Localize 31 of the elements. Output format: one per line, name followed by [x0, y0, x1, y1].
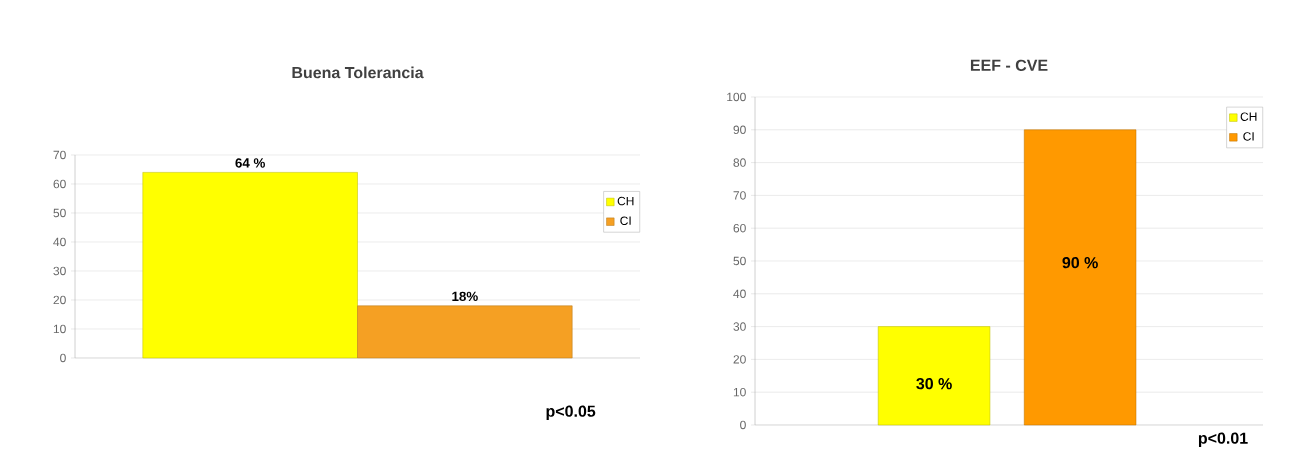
y-tick-label: 70	[733, 191, 746, 200]
legend-label: CI	[1243, 132, 1254, 141]
text: p<0.05	[546, 405, 596, 421]
chart-title: Buena Tolerancia	[292, 66, 424, 79]
y-tick-label: 60	[733, 223, 746, 233]
y-tick-label: 20	[733, 355, 746, 364]
y-tick-label: 10	[733, 387, 746, 397]
y-tick-label: 0	[740, 420, 746, 430]
y-tick-label: 30	[733, 322, 746, 331]
y-tick-label: 0	[60, 353, 66, 363]
legend-label: CH	[1240, 112, 1257, 121]
legend-label: CH	[617, 196, 634, 206]
data-label: 64 %	[235, 158, 265, 168]
text: p<0.01	[1198, 432, 1248, 447]
legend-label: CI	[620, 216, 631, 225]
y-tick-label: 50	[53, 208, 66, 218]
y-tick-label: 70	[53, 150, 66, 160]
data-label: 90 %	[1062, 256, 1098, 269]
chart-title: EEF - CVE	[970, 59, 1048, 71]
y-tick-label: 90	[733, 125, 746, 135]
y-tick-label: 50	[733, 256, 746, 266]
y-tick-label: 40	[733, 289, 746, 299]
y-tick-label: 20	[53, 295, 66, 305]
data-label: 30 %	[916, 377, 952, 390]
y-tick-label: 30	[53, 266, 66, 276]
data-label: 18%	[452, 291, 478, 302]
y-tick-label: 10	[53, 324, 66, 334]
y-tick-label: 80	[733, 158, 746, 167]
y-tick-label: 40	[53, 237, 66, 247]
y-tick-label: 60	[53, 179, 66, 189]
y-tick-label: 100	[727, 92, 746, 102]
